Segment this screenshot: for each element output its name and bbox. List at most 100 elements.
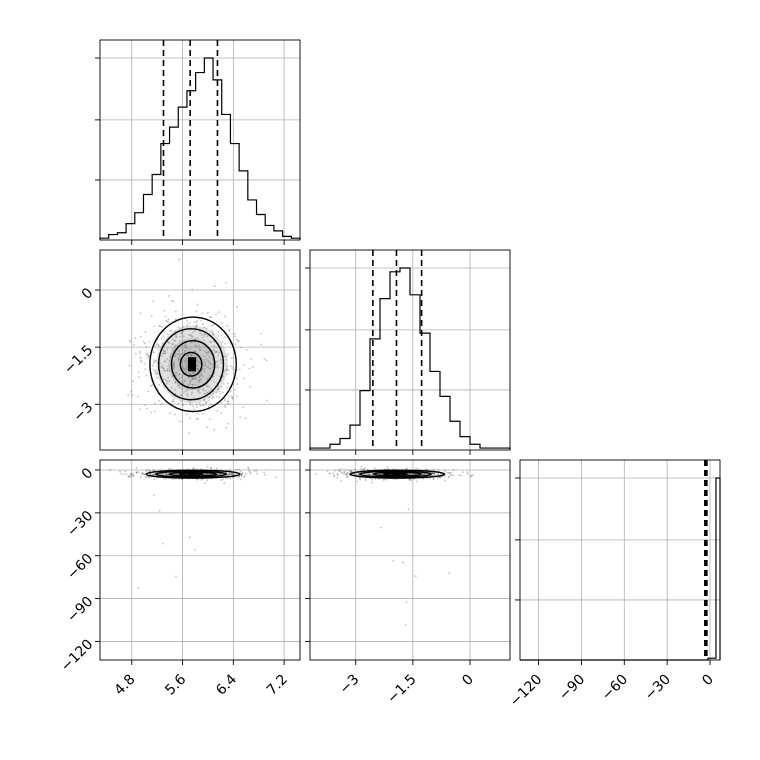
scatter-point bbox=[340, 479, 343, 482]
panel-frame bbox=[99, 39, 301, 241]
scatter-point bbox=[151, 364, 154, 367]
scatter-point bbox=[143, 362, 146, 365]
scatter-point bbox=[458, 474, 461, 477]
scatter-point bbox=[201, 323, 204, 326]
scatter-point bbox=[215, 313, 218, 316]
scatter-point bbox=[411, 473, 414, 475]
scatter-point bbox=[371, 479, 374, 481]
scatter-point bbox=[137, 371, 140, 374]
scatter-point bbox=[150, 314, 153, 317]
scatter-point bbox=[466, 471, 468, 474]
scatter-point bbox=[189, 334, 192, 337]
scatter-point bbox=[179, 353, 182, 356]
scatter-point bbox=[180, 332, 182, 335]
scatter-point bbox=[186, 354, 189, 357]
scatter-point bbox=[189, 380, 192, 383]
scatter-point bbox=[129, 390, 132, 393]
scatter-point bbox=[236, 468, 239, 471]
scatter-point bbox=[184, 347, 187, 349]
scatter-point bbox=[203, 367, 206, 370]
scatter-point bbox=[234, 343, 237, 346]
scatter-point bbox=[260, 343, 262, 346]
scatter-point bbox=[147, 475, 150, 478]
scatter-point bbox=[164, 350, 167, 353]
scatter-point bbox=[141, 472, 144, 475]
scatter-point bbox=[204, 361, 207, 364]
scatter-point bbox=[175, 575, 177, 578]
scatter-point bbox=[228, 395, 231, 397]
scatter-point bbox=[149, 473, 152, 476]
scatter-point bbox=[200, 371, 203, 374]
scatter-point bbox=[158, 383, 161, 386]
scatter-point bbox=[227, 369, 230, 372]
scatter-point bbox=[226, 373, 228, 376]
scatter-point bbox=[436, 473, 439, 476]
scatter-point bbox=[203, 473, 206, 476]
scatter-point bbox=[209, 316, 212, 318]
scatter-point bbox=[166, 369, 169, 371]
scatter-point bbox=[452, 474, 455, 477]
x-tick-label: 5.6 bbox=[162, 671, 189, 698]
panel-frame bbox=[99, 459, 301, 661]
scatter-point bbox=[437, 468, 440, 471]
scatter-point bbox=[193, 344, 196, 347]
scatter-point bbox=[448, 572, 451, 575]
scatter-point bbox=[217, 354, 220, 357]
scatter-point bbox=[174, 392, 177, 395]
histogram-step bbox=[309, 267, 511, 450]
scatter-point bbox=[178, 258, 181, 261]
scatter-point bbox=[350, 470, 352, 472]
scatter-point bbox=[214, 351, 217, 354]
scatter-point bbox=[187, 333, 190, 336]
scatter-point bbox=[195, 310, 198, 313]
scatter-point bbox=[263, 358, 266, 361]
scatter-point bbox=[159, 325, 162, 328]
scatter-point bbox=[222, 391, 224, 394]
scatter-point bbox=[173, 367, 176, 370]
scatter-point bbox=[434, 474, 437, 476]
scatter-point bbox=[431, 472, 434, 474]
scatter-point bbox=[185, 413, 188, 416]
scatter-point bbox=[154, 369, 157, 372]
scatter-point bbox=[178, 350, 180, 353]
scatter-point bbox=[154, 345, 157, 348]
scatter-point bbox=[161, 402, 164, 405]
scatter-point bbox=[216, 364, 219, 367]
scatter-point bbox=[423, 473, 426, 475]
scatter-point bbox=[207, 406, 210, 408]
scatter-point bbox=[353, 473, 355, 475]
scatter-point bbox=[209, 362, 212, 365]
scatter-point bbox=[208, 361, 211, 363]
scatter-point bbox=[161, 342, 164, 345]
scatter-point bbox=[205, 327, 208, 330]
scatter-point bbox=[332, 474, 335, 477]
scatter-point bbox=[202, 404, 205, 406]
scatter-point bbox=[186, 324, 189, 327]
y-tick-label: −30 bbox=[64, 508, 96, 540]
scatter-point bbox=[190, 353, 193, 356]
y-tick-label: −1.5 bbox=[61, 342, 96, 377]
scatter-point bbox=[183, 352, 186, 354]
scatter-point bbox=[204, 392, 207, 395]
scatter-point bbox=[360, 468, 362, 471]
scatter-point bbox=[153, 494, 155, 496]
scatter-point bbox=[145, 470, 148, 472]
scatter-point bbox=[227, 353, 229, 356]
scatter-point bbox=[263, 473, 266, 476]
scatter-point bbox=[199, 330, 201, 333]
scatter-point bbox=[195, 324, 198, 327]
scatter-point bbox=[193, 376, 196, 379]
scatter-point bbox=[218, 351, 221, 354]
scatter-point bbox=[349, 471, 351, 474]
scatter-point bbox=[206, 386, 208, 388]
scatter-point bbox=[174, 374, 177, 377]
histogram-panel-param-2 bbox=[305, 249, 511, 455]
scatter-point bbox=[177, 358, 180, 361]
scatter-point bbox=[179, 353, 182, 355]
scatter-point bbox=[216, 388, 219, 391]
scatter-point bbox=[207, 391, 209, 394]
scatter-point bbox=[234, 335, 237, 338]
scatter-point bbox=[139, 359, 142, 362]
scatter-point bbox=[211, 358, 214, 360]
scatter-point bbox=[212, 363, 215, 366]
